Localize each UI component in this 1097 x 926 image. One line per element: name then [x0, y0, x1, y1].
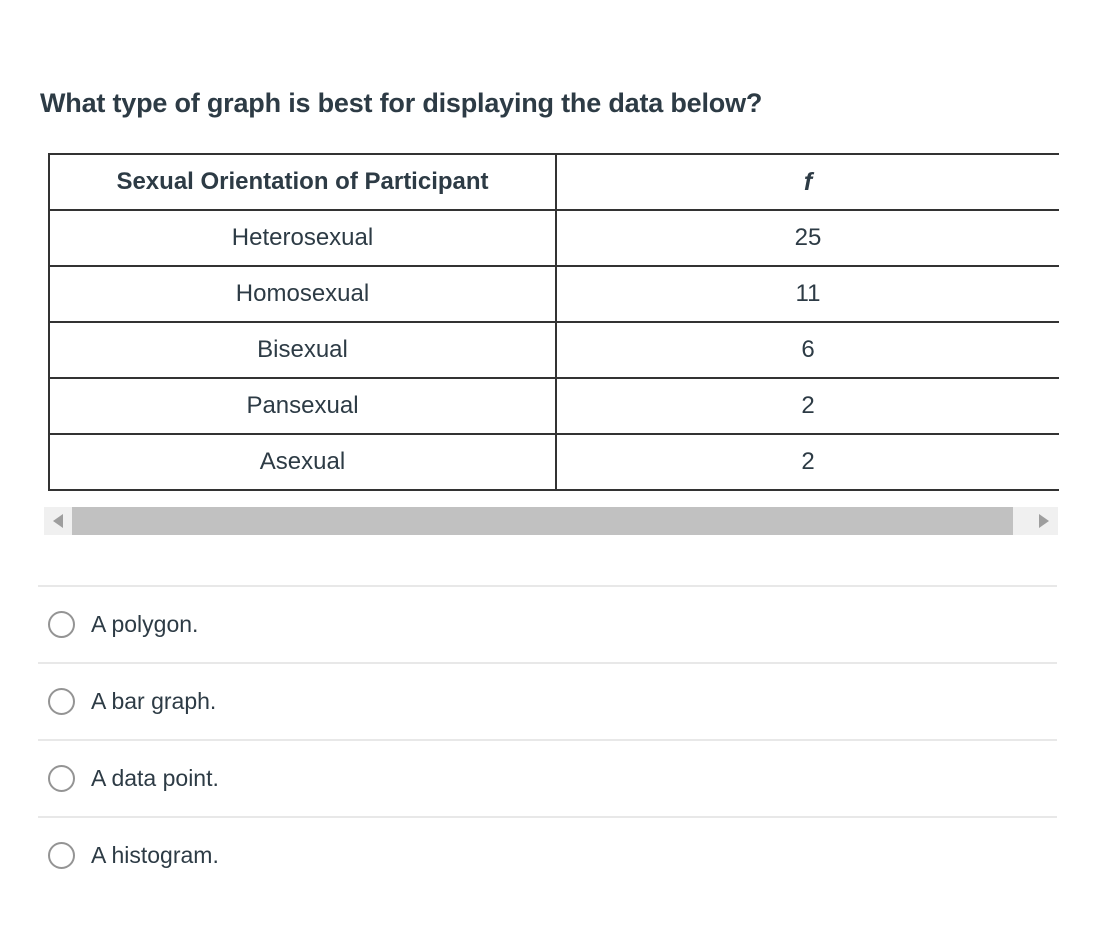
radio-button[interactable]: [48, 765, 75, 792]
category-cell: Bisexual: [48, 321, 557, 379]
frequency-cell: 2: [555, 377, 1059, 435]
table-row: Pansexual 2: [48, 377, 1059, 435]
answer-option-data-point[interactable]: A data point.: [38, 739, 1057, 816]
answer-option-bar-graph[interactable]: A bar graph.: [38, 662, 1057, 739]
radio-button[interactable]: [48, 611, 75, 638]
table-row: Homosexual 11: [48, 265, 1059, 323]
scroll-right-arrow-icon: [1039, 514, 1049, 528]
table-row: Asexual 2: [48, 433, 1059, 491]
scroll-left-arrow-icon: [53, 514, 63, 528]
table-row: Bisexual 6: [48, 321, 1059, 379]
frequency-cell: 6: [555, 321, 1059, 379]
answer-option-label: A histogram.: [91, 842, 219, 868]
answer-option-polygon[interactable]: A polygon.: [38, 585, 1057, 662]
frequency-table: Sexual Orientation of Participant f Hete…: [48, 153, 1059, 491]
frequency-cell: 11: [555, 265, 1059, 323]
category-cell: Homosexual: [48, 265, 557, 323]
column-header-frequency: f: [555, 153, 1059, 211]
answer-option-label: A data point.: [91, 765, 219, 791]
answer-options-list: A polygon. A bar graph. A data point. A …: [38, 585, 1057, 893]
frequency-cell: 25: [555, 209, 1059, 267]
category-cell: Asexual: [48, 433, 557, 491]
column-header-category: Sexual Orientation of Participant: [48, 153, 557, 211]
horizontal-scrollbar[interactable]: [44, 507, 1058, 535]
answer-option-label: A bar graph.: [91, 688, 217, 714]
category-cell: Heterosexual: [48, 209, 557, 267]
radio-button[interactable]: [48, 842, 75, 869]
table-scroll-container: Sexual Orientation of Participant f Hete…: [48, 153, 1059, 491]
answer-option-label: A polygon.: [91, 611, 199, 637]
answer-option-histogram[interactable]: A histogram.: [38, 816, 1057, 893]
scroll-right-button[interactable]: [1030, 507, 1058, 535]
table-header-row: Sexual Orientation of Participant f: [48, 153, 1059, 211]
question-title: What type of graph is best for displayin…: [40, 88, 763, 118]
scroll-left-button[interactable]: [44, 507, 72, 535]
frequency-cell: 2: [555, 433, 1059, 491]
radio-button[interactable]: [48, 688, 75, 715]
scrollbar-thumb[interactable]: [72, 507, 1013, 535]
category-cell: Pansexual: [48, 377, 557, 435]
table-row: Heterosexual 25: [48, 209, 1059, 267]
